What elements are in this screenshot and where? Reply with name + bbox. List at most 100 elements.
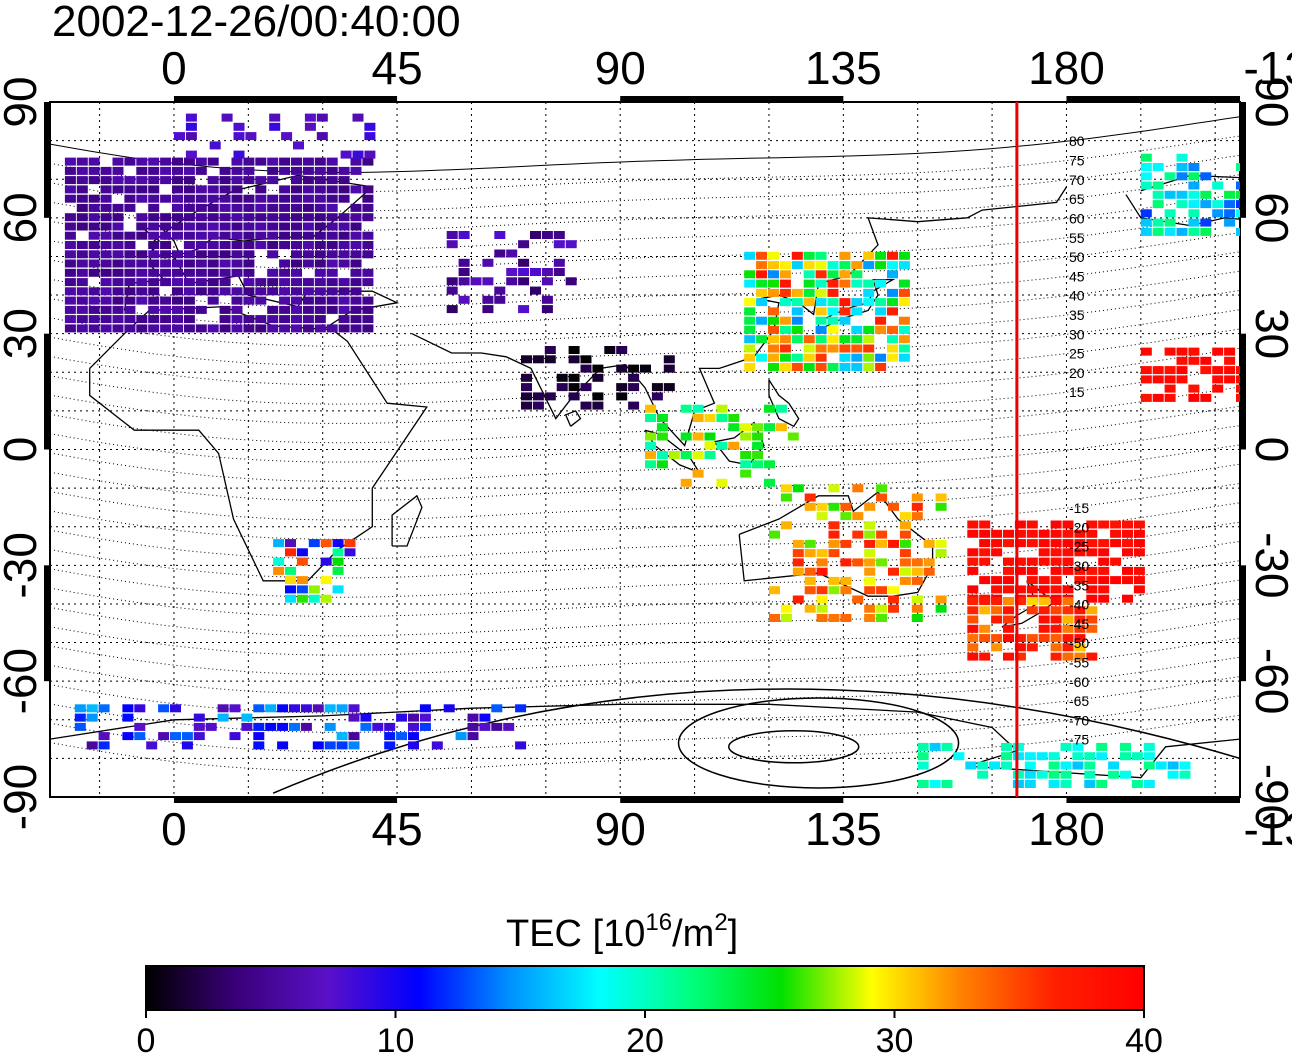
tec-marker [768,288,779,297]
tec-marker [291,296,302,305]
tec-marker [1098,566,1110,575]
tec-marker [183,287,195,296]
tec-marker [296,585,308,594]
frame-bar-right [1240,565,1246,682]
tec-marker [207,259,219,268]
tec-marker [255,278,267,287]
tec-marker [828,521,840,530]
tec-marker [302,250,314,259]
tec-marker [1062,529,1074,538]
tec-marker [304,122,316,131]
tec-marker [1062,566,1074,575]
mlat-contour [50,618,1240,675]
tec-marker [740,423,752,432]
tec-marker [1133,576,1145,585]
tec-marker [384,722,396,731]
tec-marker [76,259,88,268]
tec-marker [898,335,910,344]
mlat-contour [50,540,1240,598]
mlat-contour [50,425,1240,482]
tec-marker [291,305,302,314]
tec-marker [1176,172,1188,181]
tec-marker [136,315,148,324]
tec-marker [279,222,291,231]
tec-marker [86,741,98,750]
tec-marker [1086,539,1098,548]
tec-marker [193,722,205,731]
tec-marker [568,346,580,354]
tec-marker [692,404,704,413]
tec-marker [231,259,243,268]
frame-bar-left [44,333,50,450]
tec-marker [804,586,816,595]
tec-marker [911,576,923,585]
tec-marker [124,287,136,296]
tec-marker [1062,615,1074,624]
tec-marker [1176,163,1188,171]
tec-marker [1038,597,1050,605]
tec-marker [76,157,88,166]
tec-marker [863,261,875,270]
tec-marker [888,586,899,595]
mlat-label: -65 [1069,693,1089,709]
tec-marker [219,231,231,240]
tec-marker [898,316,910,325]
tec-marker [362,268,374,277]
mlat-label: -35 [1069,577,1089,593]
tec-marker [338,231,350,240]
tec-marker [1074,529,1086,538]
tec-marker [362,250,374,259]
lat-tick-label-right: 30 [1246,308,1292,359]
tec-marker [302,222,314,231]
tec-marker [899,539,911,548]
tec-marker [840,502,852,511]
tec-marker [898,261,910,270]
tec-marker [312,741,324,750]
tec-marker [76,315,88,324]
tec-marker [752,432,764,441]
tec-marker [207,203,219,212]
tec-marker [616,383,628,392]
tec-marker [967,606,979,615]
tec-marker [828,614,840,622]
tec-marker [136,250,148,259]
mlat-label: -45 [1069,616,1089,632]
tec-marker [491,704,503,713]
tec-marker [362,305,374,314]
tec-marker [1167,761,1179,770]
tec-marker [350,296,362,305]
tec-marker [521,392,532,401]
tec-marker [779,261,791,270]
tec-marker [779,335,791,344]
tec-marker [350,203,362,212]
tec-marker [744,316,756,325]
tec-marker [172,213,183,222]
tec-marker [804,502,816,511]
tec-marker [1014,652,1026,661]
tec-marker [148,194,160,203]
mlat-contour [50,347,1240,405]
tec-marker [779,353,791,362]
tec-marker [255,241,267,249]
tec-marker [816,604,828,613]
tec-marker [953,752,965,761]
tec-marker [338,250,350,259]
tec-marker [88,287,100,296]
tec-marker [967,652,979,661]
lon-tick-label-bottom: -135 [1244,803,1292,855]
tec-marker [768,261,779,270]
tec-marker [243,278,255,287]
tec-marker [265,722,277,731]
tec-marker [470,277,482,286]
tec-marker [515,741,527,750]
tec-marker [362,185,374,194]
tec-marker [1236,209,1240,218]
tec-marker [277,741,289,750]
tec-marker [967,597,979,605]
lat-tick-label-left: 90 [0,76,46,127]
tec-marker [231,296,243,305]
tec-marker [207,324,219,333]
mlat-label: -50 [1069,635,1089,651]
tec-marker [320,557,332,566]
